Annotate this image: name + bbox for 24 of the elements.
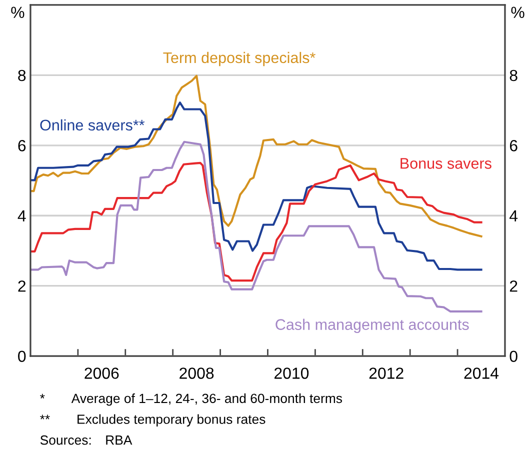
x-tick-label: 2008 — [180, 368, 214, 379]
series-label: Online savers** — [40, 119, 145, 131]
y-tick-label: 2 — [18, 280, 26, 292]
x-tick-label: 2014 — [464, 368, 499, 379]
x-tick-label: 2006 — [84, 368, 119, 379]
y2-tick-label: 0 — [510, 350, 518, 362]
y-tick-label: 8 — [18, 70, 26, 82]
y2-tick-label: 4 — [510, 210, 518, 222]
y2-tick-label: 2 — [510, 280, 518, 292]
y-tick-label: 6 — [18, 140, 26, 152]
y2-tick-label: 8 — [510, 70, 518, 82]
series-label: Bonus savers — [400, 158, 492, 169]
series-label: Term deposit specials* — [163, 52, 316, 66]
y-tick-label: 4 — [18, 210, 26, 222]
x-tick-label: 2012 — [369, 368, 404, 379]
series-label: Cash management accounts — [276, 318, 469, 333]
y-axis-title: % — [11, 6, 24, 18]
x-tick-label: 2010 — [274, 368, 309, 379]
source-note: Sources: RBA — [40, 435, 132, 445]
y2-axis-title: % — [511, 6, 524, 18]
y2-tick-label: 6 — [510, 140, 518, 152]
text: * Average of 1–12, 24-, 36- and 60-month terms — [40, 393, 342, 406]
y-tick-label: 0 — [18, 350, 26, 362]
text: ** Excludes temporary bonus rates — [40, 414, 266, 427]
